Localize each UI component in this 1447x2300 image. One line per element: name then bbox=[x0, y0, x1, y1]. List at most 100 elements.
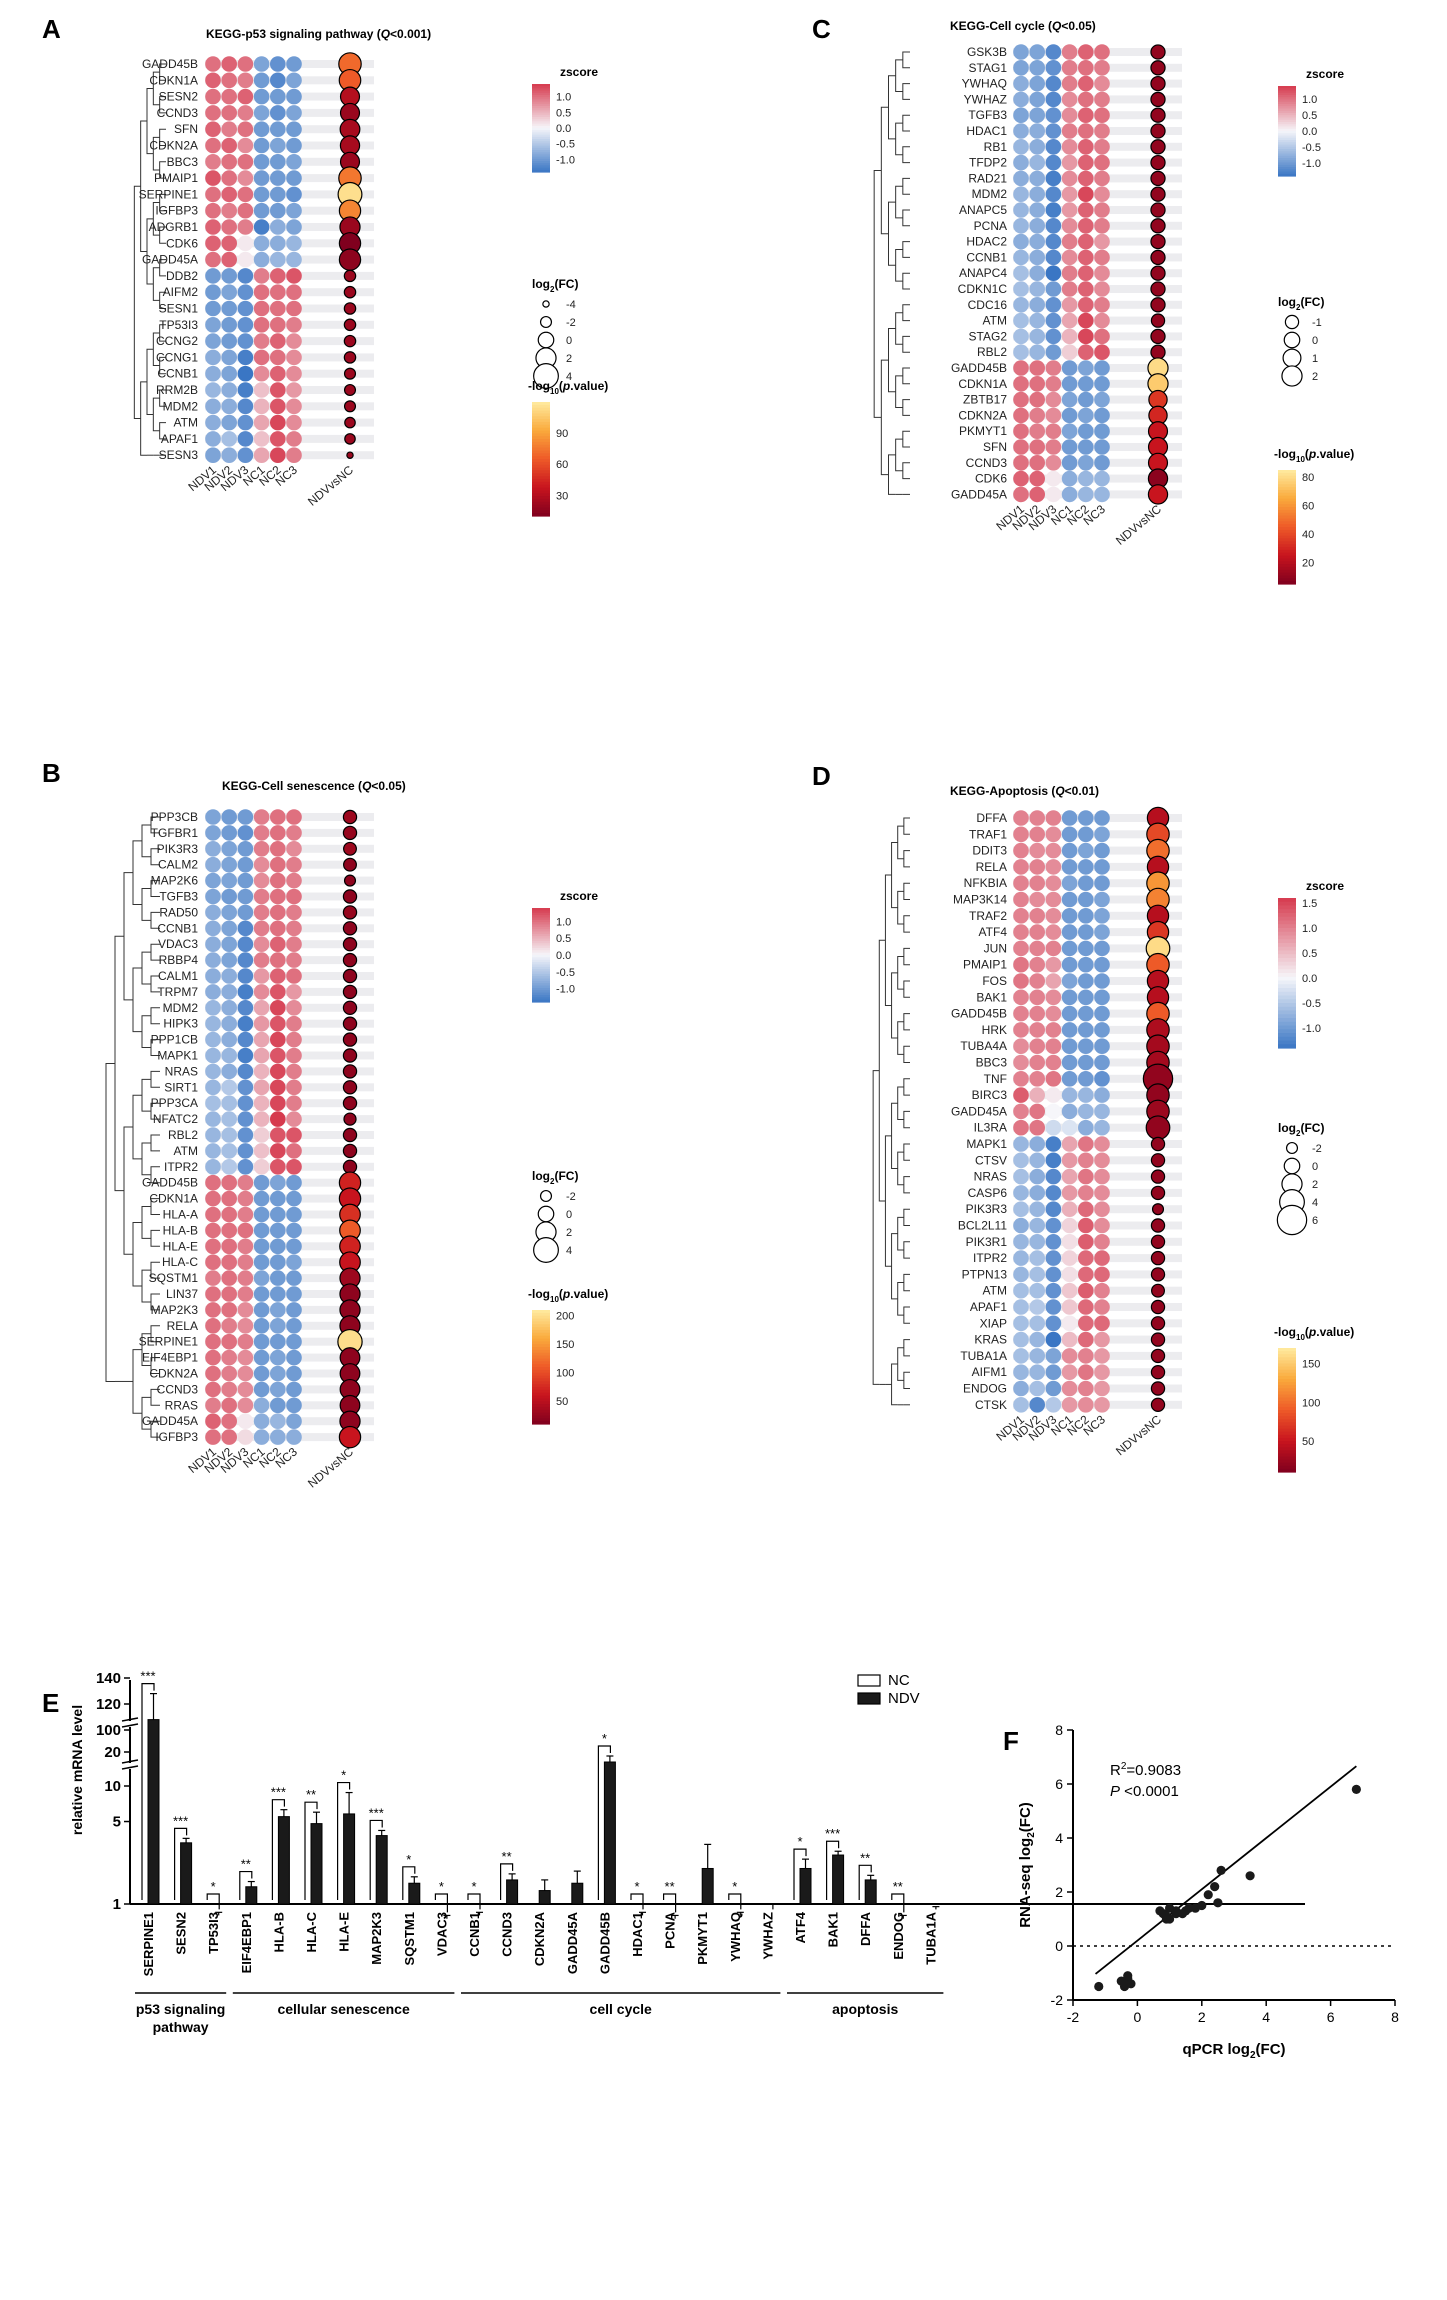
zscore-dot bbox=[237, 1127, 254, 1143]
zscore-dot bbox=[253, 1206, 270, 1223]
zscore-dot bbox=[286, 1381, 302, 1398]
zscore-colorbar-cell bbox=[1278, 943, 1296, 948]
zscore-colorbar-cell bbox=[532, 969, 550, 973]
zscore-colorbar-cell bbox=[532, 145, 550, 149]
fc-legend-dot bbox=[1281, 365, 1303, 387]
p-colorbar-cell bbox=[532, 1344, 550, 1348]
significance-bracket bbox=[500, 1863, 514, 1900]
zscore-dot bbox=[1029, 1266, 1045, 1283]
zscore-dot bbox=[253, 1349, 270, 1366]
gene-label: SERPINE1 bbox=[139, 187, 199, 201]
zscore-dot bbox=[270, 170, 286, 186]
heatmap-panel-C: C KEGG-Cell cycle (Q<0.05)GSK3BSTAG1YWHAQ… bbox=[812, 14, 1354, 585]
category-label: HLA-C bbox=[304, 1911, 319, 1952]
dendrogram-branch bbox=[903, 882, 910, 900]
zscore-dot bbox=[237, 72, 254, 89]
p-open: ( bbox=[1305, 1325, 1309, 1339]
data-point bbox=[1161, 1914, 1171, 1924]
dendrogram-branch bbox=[141, 888, 151, 921]
zscore-dot bbox=[1045, 1397, 1062, 1413]
zscore-dot bbox=[270, 219, 286, 235]
zscore-dot bbox=[1045, 1250, 1062, 1266]
zscore-dot bbox=[253, 154, 270, 170]
data-point bbox=[1190, 1903, 1200, 1913]
zscore-dot bbox=[253, 888, 270, 905]
zscore-dot bbox=[286, 56, 302, 72]
category-label: TP53I3 bbox=[206, 1912, 221, 1954]
zscore-dot bbox=[1013, 891, 1029, 908]
zscore-dot bbox=[270, 1174, 286, 1191]
subscript: 2 bbox=[1296, 1129, 1301, 1138]
zscore-dot bbox=[205, 431, 221, 447]
comparison-dot bbox=[1150, 107, 1166, 123]
gene-row: NRAS bbox=[974, 1168, 1182, 1185]
comparison-dot bbox=[342, 1016, 358, 1031]
zscore-dot bbox=[1029, 1331, 1045, 1348]
y-tick-label: 100 bbox=[96, 1722, 121, 1739]
zscore-dot bbox=[1045, 1054, 1062, 1071]
significance-bracket bbox=[337, 1781, 351, 1900]
data-point bbox=[1116, 1976, 1126, 1986]
comparison-dot bbox=[342, 1032, 358, 1047]
gene-row: CCNG2 bbox=[156, 333, 374, 349]
fc-legend-value: 4 bbox=[1312, 1197, 1318, 1209]
gene-row: ATM bbox=[174, 414, 374, 431]
gene-label: SESN1 bbox=[159, 302, 199, 316]
zscore-dot bbox=[1061, 1266, 1078, 1283]
comparison-dot bbox=[1150, 297, 1166, 313]
dendrogram-branch bbox=[141, 1078, 151, 1112]
zscore-colorbar-cell bbox=[532, 929, 550, 933]
zscore-dot bbox=[1078, 1217, 1094, 1234]
zscore-dot bbox=[1029, 1380, 1045, 1397]
zscore-legend-title: zscore bbox=[560, 889, 598, 903]
heatmap-panel-A: A KEGG-p53 signaling pathway (Q<0.001)GAD… bbox=[42, 14, 608, 517]
zscore-dot bbox=[1029, 1397, 1045, 1413]
zscore-dot bbox=[1013, 218, 1029, 234]
zscore-dot bbox=[237, 1381, 254, 1398]
zscore-colorbar-cell bbox=[532, 136, 550, 140]
dendrogram-branch bbox=[897, 1282, 904, 1316]
zscore-dot bbox=[253, 349, 270, 366]
zscore-dot bbox=[237, 984, 254, 1000]
zscore-dot bbox=[253, 1063, 270, 1080]
gene-row: BAK1 bbox=[976, 986, 1182, 1009]
zscore-dot bbox=[1061, 1103, 1078, 1120]
data-point bbox=[1094, 1981, 1104, 1992]
p-legend-title: -log10(p.value) bbox=[528, 379, 608, 396]
zscore-dot bbox=[221, 1000, 237, 1016]
comparison-dot bbox=[342, 968, 358, 984]
zscore-dot bbox=[1013, 1282, 1029, 1299]
zscore-dot bbox=[1013, 1136, 1029, 1152]
zscore-dot bbox=[1013, 328, 1029, 345]
fc-legend-value: -2 bbox=[566, 1191, 576, 1203]
zscore-colorbar-cell bbox=[1278, 1018, 1296, 1023]
p-close: .value) bbox=[570, 379, 608, 393]
dendrogram-branch bbox=[891, 972, 898, 1039]
panel-title: KEGG-p53 signaling pathway (Q<0.001) bbox=[206, 27, 431, 41]
zscore-colorbar-cell bbox=[532, 922, 550, 926]
zscore-colorbar-cell bbox=[1278, 155, 1296, 159]
zscore-dot bbox=[237, 56, 254, 72]
zscore-dot bbox=[253, 268, 270, 284]
zscore-dot bbox=[1045, 233, 1062, 250]
gene-row: MAPK1 bbox=[966, 1136, 1182, 1152]
zscore-colorbar-cell bbox=[1278, 1010, 1296, 1015]
significance-stars: *** bbox=[140, 1669, 155, 1684]
zscore-dot bbox=[205, 1302, 221, 1318]
gene-label: IL3RA bbox=[974, 1121, 1007, 1135]
zscore-colorbar-cell bbox=[1278, 965, 1296, 970]
zscore-dot bbox=[1094, 1005, 1110, 1022]
zscore-dot bbox=[1013, 1397, 1029, 1413]
p-colorbar-cell bbox=[532, 1415, 550, 1419]
gene-label: RELA bbox=[976, 860, 1007, 874]
zscore-colorbar-cell bbox=[532, 90, 550, 94]
gene-row: CCNB1 bbox=[966, 249, 1182, 266]
zscore-dot bbox=[237, 936, 254, 952]
dendrogram-branch bbox=[146, 348, 154, 415]
gene-row: MAPK1 bbox=[157, 1047, 374, 1064]
zscore-dot bbox=[286, 317, 302, 333]
zscore-colorbar-cell bbox=[1278, 980, 1296, 985]
zscore-dot bbox=[1094, 312, 1110, 329]
zscore-dot bbox=[1078, 391, 1094, 408]
